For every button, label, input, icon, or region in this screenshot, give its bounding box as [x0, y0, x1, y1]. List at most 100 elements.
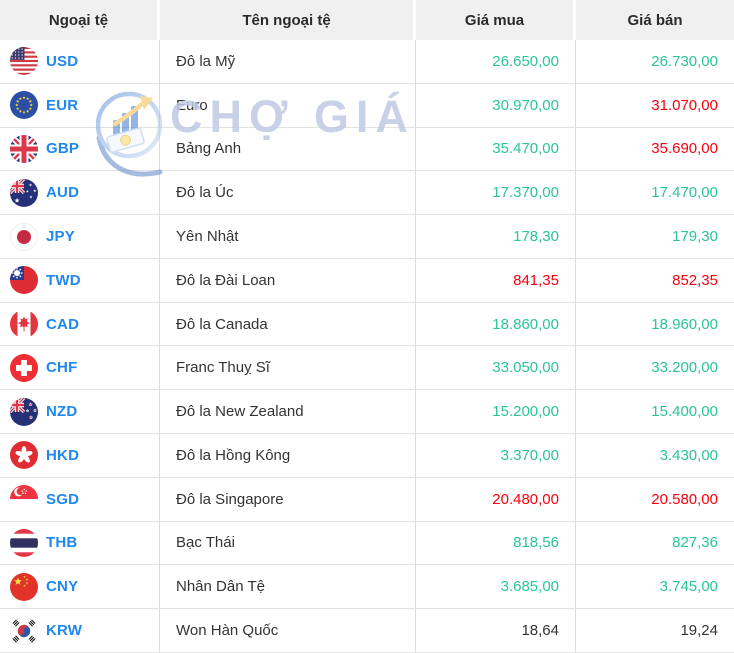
column-header-currency-name: Tên ngoại tệ [160, 0, 416, 40]
buy-price-cell: 35.470,00 [416, 127, 576, 171]
sell-price: 15.400,00 [651, 403, 718, 421]
sell-price-cell: 33.200,00 [576, 346, 734, 389]
buy-price: 30.970,00 [492, 96, 559, 114]
table-header: Ngoại tệ Tên ngoại tệ Giá mua Giá bán [0, 0, 734, 40]
currency-name: Nhân Dân Tệ [176, 578, 265, 596]
sell-price: 179,30 [672, 228, 718, 246]
currency-cell: USD [0, 40, 160, 83]
buy-price: 15.200,00 [492, 403, 559, 421]
currency-name: Won Hàn Quốc [176, 622, 279, 640]
sell-price: 31.070,00 [651, 96, 718, 114]
buy-price: 178,30 [513, 228, 559, 246]
currency-code: KRW [46, 622, 83, 640]
currency-cell: GBP [0, 127, 160, 171]
table-row: KRW Won Hàn Quốc 18,64 19,24 [0, 609, 734, 653]
table-row: EUR Euro 30.970,00 31.070,00 [0, 83, 734, 128]
currency-name: Đô la Đài Loan [176, 271, 276, 289]
sell-price: 26.730,00 [651, 52, 718, 70]
sell-price-cell: 31.070,00 [576, 84, 734, 127]
buy-price-cell: 3.685,00 [416, 565, 576, 609]
sell-price-cell: 35.690,00 [576, 128, 734, 171]
currency-name-cell: Đô la Úc [160, 171, 416, 215]
buy-price-cell: 30.970,00 [416, 83, 576, 127]
currency-code: GBP [46, 140, 80, 158]
sell-price-cell: 15.400,00 [576, 390, 734, 433]
column-header-sell-price: Giá bán [576, 0, 734, 40]
currency-code: EUR [46, 96, 79, 114]
table-row: GBP Bảng Anh 35.470,00 35.690,00 [0, 127, 734, 172]
buy-price-cell: 18,64 [416, 609, 576, 652]
buy-price: 20.480,00 [492, 490, 559, 508]
sell-price-cell: 3.430,00 [576, 434, 734, 477]
sell-price-cell: 852,35 [576, 259, 734, 302]
sell-price: 17.470,00 [651, 184, 718, 202]
currency-name: Đô la Singapore [176, 490, 284, 508]
currency-name: Bạc Thái [176, 534, 235, 552]
currency-cell: SGD [0, 477, 160, 521]
buy-price-cell: 15.200,00 [416, 390, 576, 434]
currency-code: TWD [46, 271, 81, 289]
buy-price: 841,35 [513, 271, 559, 289]
sell-price-cell: 179,30 [576, 215, 734, 258]
currency-code: CHF [46, 359, 78, 377]
buy-price: 33.050,00 [492, 359, 559, 377]
sgd-flag-icon [10, 485, 38, 514]
usd-flag-icon [10, 47, 38, 76]
buy-price-cell: 178,30 [416, 215, 576, 258]
table-row: AUD Đô la Úc 17.370,00 17.470,00 [0, 171, 734, 216]
sell-price-cell: 3.745,00 [576, 565, 734, 608]
sell-price: 3.430,00 [659, 446, 718, 464]
sell-price: 33.200,00 [651, 359, 718, 377]
aud-flag-icon [10, 178, 38, 207]
sell-price-cell: 20.580,00 [576, 478, 734, 521]
currency-code: JPY [46, 228, 75, 246]
buy-price-cell: 33.050,00 [416, 346, 576, 390]
table-row: CHF Franc Thuỵ Sĩ 33.050,00 33.200,00 [0, 346, 734, 391]
table-row: USD Đô la Mỹ 26.650,00 26.730,00 [0, 40, 734, 84]
currency-cell: JPY [0, 215, 160, 258]
buy-price: 26.650,00 [492, 52, 559, 70]
currency-name-cell: Đô la Đài Loan [160, 258, 416, 302]
currency-name-cell: Yên Nhật [160, 215, 416, 258]
buy-price: 3.685,00 [500, 578, 559, 596]
table-row: TWD Đô la Đài Loan 841,35 852,35 [0, 258, 734, 303]
currency-cell: CHF [0, 346, 160, 390]
buy-price-cell: 26.650,00 [416, 40, 576, 83]
currency-name-cell: Franc Thuỵ Sĩ [160, 346, 416, 390]
currency-name: Đô la Mỹ [176, 52, 236, 70]
cad-flag-icon [10, 310, 38, 339]
sell-price-cell: 19,24 [576, 609, 734, 652]
buy-price: 35.470,00 [492, 140, 559, 158]
currency-code: NZD [46, 403, 78, 421]
currency-code: CAD [46, 315, 80, 333]
currency-name: Đô la Úc [176, 184, 234, 202]
currency-cell: THB [0, 521, 160, 565]
buy-price-cell: 841,35 [416, 258, 576, 302]
currency-name: Đô la Canada [176, 315, 268, 333]
table-row: NZD Đô la New Zealand 15.200,00 15.400,0… [0, 390, 734, 435]
buy-price-cell: 18.860,00 [416, 302, 576, 346]
currency-cell: NZD [0, 390, 160, 434]
buy-price: 818,56 [513, 534, 559, 552]
currency-code: HKD [46, 446, 80, 464]
buy-price: 18.860,00 [492, 315, 559, 333]
currency-name: Euro [176, 96, 208, 114]
table-body: USD Đô la Mỹ 26.650,00 26.730,00 EUR Eur… [0, 40, 734, 653]
sell-price: 827,36 [672, 534, 718, 552]
table-row: CNY Nhân Dân Tệ 3.685,00 3.745,00 [0, 565, 734, 610]
buy-price-cell: 20.480,00 [416, 477, 576, 521]
column-header-buy-price: Giá mua [416, 0, 576, 40]
currency-name-cell: Đô la Hồng Kông [160, 434, 416, 477]
currency-name-cell: Đô la Canada [160, 302, 416, 346]
table-row: JPY Yên Nhật 178,30 179,30 [0, 215, 734, 259]
sell-price: 20.580,00 [651, 490, 718, 508]
table-row: CAD Đô la Canada 18.860,00 18.960,00 [0, 302, 734, 347]
buy-price-cell: 3.370,00 [416, 434, 576, 477]
buy-price-cell: 17.370,00 [416, 171, 576, 215]
sell-price-cell: 26.730,00 [576, 40, 734, 83]
chf-flag-icon [10, 353, 38, 382]
currency-code: SGD [46, 490, 80, 508]
sell-price: 35.690,00 [651, 140, 718, 158]
currency-name: Đô la New Zealand [176, 403, 304, 421]
